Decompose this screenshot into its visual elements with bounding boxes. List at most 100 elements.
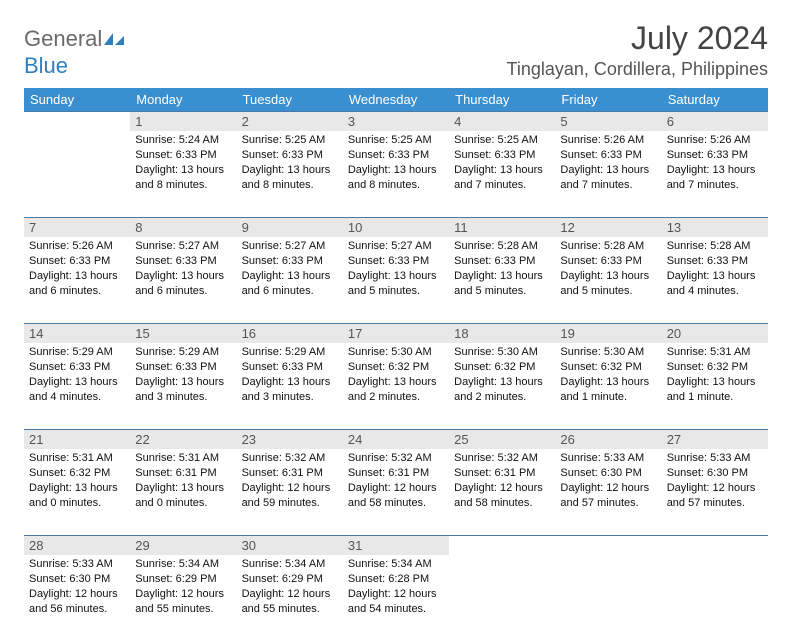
daylight-text: Daylight: 13 hours and 5 minutes.: [560, 269, 656, 299]
sunrise-text: Sunrise: 5:26 AM: [560, 133, 656, 148]
day-number: 17: [343, 323, 449, 343]
daylight-text: Daylight: 13 hours and 5 minutes.: [348, 269, 444, 299]
day-number: 24: [343, 429, 449, 449]
weekday-header: Friday: [555, 88, 661, 111]
day-cell: Sunrise: 5:30 AMSunset: 6:32 PMDaylight:…: [449, 343, 555, 409]
header: General Blue July 2024 Tinglayan, Cordil…: [24, 20, 768, 80]
day-cell: [449, 555, 555, 621]
day-cell: Sunrise: 5:29 AMSunset: 6:33 PMDaylight:…: [24, 343, 130, 409]
week-daynum-row: 28293031: [24, 535, 768, 555]
day-number: 2: [237, 111, 343, 131]
sunrise-text: Sunrise: 5:34 AM: [348, 557, 444, 572]
day-cell: Sunrise: 5:28 AMSunset: 6:33 PMDaylight:…: [449, 237, 555, 303]
day-number: 15: [130, 323, 236, 343]
day-number: 28: [24, 535, 130, 555]
sunset-text: Sunset: 6:33 PM: [667, 148, 763, 163]
sunset-text: Sunset: 6:32 PM: [560, 360, 656, 375]
day-cell: [555, 555, 661, 621]
daylight-text: Daylight: 13 hours and 7 minutes.: [560, 163, 656, 193]
title-block: July 2024 Tinglayan, Cordillera, Philipp…: [507, 20, 768, 80]
daylight-text: Daylight: 13 hours and 6 minutes.: [242, 269, 338, 299]
sunset-text: Sunset: 6:32 PM: [667, 360, 763, 375]
daylight-text: Daylight: 13 hours and 4 minutes.: [29, 375, 125, 405]
sunrise-text: Sunrise: 5:34 AM: [135, 557, 231, 572]
sunrise-text: Sunrise: 5:26 AM: [667, 133, 763, 148]
day-cell: Sunrise: 5:29 AMSunset: 6:33 PMDaylight:…: [130, 343, 236, 409]
sunset-text: Sunset: 6:32 PM: [454, 360, 550, 375]
sunset-text: Sunset: 6:33 PM: [454, 254, 550, 269]
daylight-text: Daylight: 13 hours and 3 minutes.: [135, 375, 231, 405]
sunrise-text: Sunrise: 5:29 AM: [135, 345, 231, 360]
day-number: [555, 535, 661, 555]
daylight-text: Daylight: 12 hours and 59 minutes.: [242, 481, 338, 511]
day-number: 1: [130, 111, 236, 131]
sunrise-text: Sunrise: 5:30 AM: [454, 345, 550, 360]
sunrise-text: Sunrise: 5:28 AM: [667, 239, 763, 254]
daylight-text: Daylight: 12 hours and 57 minutes.: [667, 481, 763, 511]
sunrise-text: Sunrise: 5:28 AM: [560, 239, 656, 254]
sunset-text: Sunset: 6:33 PM: [242, 254, 338, 269]
day-number: 5: [555, 111, 661, 131]
sunrise-text: Sunrise: 5:27 AM: [242, 239, 338, 254]
sunset-text: Sunset: 6:29 PM: [135, 572, 231, 587]
sunrise-text: Sunrise: 5:32 AM: [454, 451, 550, 466]
sunset-text: Sunset: 6:31 PM: [454, 466, 550, 481]
daylight-text: Daylight: 13 hours and 8 minutes.: [348, 163, 444, 193]
day-number: 21: [24, 429, 130, 449]
sunrise-text: Sunrise: 5:25 AM: [454, 133, 550, 148]
day-number: 16: [237, 323, 343, 343]
day-cell: [24, 131, 130, 197]
sunset-text: Sunset: 6:28 PM: [348, 572, 444, 587]
sunset-text: Sunset: 6:31 PM: [135, 466, 231, 481]
daylight-text: Daylight: 13 hours and 0 minutes.: [135, 481, 231, 511]
daylight-text: Daylight: 13 hours and 0 minutes.: [29, 481, 125, 511]
sunrise-text: Sunrise: 5:25 AM: [242, 133, 338, 148]
daylight-text: Daylight: 12 hours and 58 minutes.: [348, 481, 444, 511]
day-number: [449, 535, 555, 555]
week-body-row: Sunrise: 5:26 AMSunset: 6:33 PMDaylight:…: [24, 237, 768, 323]
day-cell: Sunrise: 5:32 AMSunset: 6:31 PMDaylight:…: [449, 449, 555, 515]
day-number: 6: [662, 111, 768, 131]
logo: General Blue: [24, 20, 126, 79]
day-cell: Sunrise: 5:34 AMSunset: 6:28 PMDaylight:…: [343, 555, 449, 621]
day-number: 22: [130, 429, 236, 449]
day-number: 31: [343, 535, 449, 555]
sunset-text: Sunset: 6:29 PM: [242, 572, 338, 587]
daylight-text: Daylight: 13 hours and 2 minutes.: [454, 375, 550, 405]
day-cell: Sunrise: 5:33 AMSunset: 6:30 PMDaylight:…: [24, 555, 130, 621]
weekday-header: Wednesday: [343, 88, 449, 111]
day-number: [24, 111, 130, 131]
day-number: [662, 535, 768, 555]
daylight-text: Daylight: 13 hours and 1 minute.: [667, 375, 763, 405]
daylight-text: Daylight: 13 hours and 1 minute.: [560, 375, 656, 405]
day-cell: Sunrise: 5:34 AMSunset: 6:29 PMDaylight:…: [130, 555, 236, 621]
sunset-text: Sunset: 6:33 PM: [348, 254, 444, 269]
day-number: 26: [555, 429, 661, 449]
day-cell: Sunrise: 5:31 AMSunset: 6:32 PMDaylight:…: [662, 343, 768, 409]
day-number: 29: [130, 535, 236, 555]
day-cell: Sunrise: 5:33 AMSunset: 6:30 PMDaylight:…: [662, 449, 768, 515]
page-title: July 2024: [507, 20, 768, 57]
week-daynum-row: 78910111213: [24, 217, 768, 237]
week-body-row: Sunrise: 5:24 AMSunset: 6:33 PMDaylight:…: [24, 131, 768, 217]
sunset-text: Sunset: 6:33 PM: [560, 148, 656, 163]
day-cell: Sunrise: 5:28 AMSunset: 6:33 PMDaylight:…: [555, 237, 661, 303]
sunrise-text: Sunrise: 5:28 AM: [454, 239, 550, 254]
daylight-text: Daylight: 13 hours and 7 minutes.: [454, 163, 550, 193]
day-cell: Sunrise: 5:32 AMSunset: 6:31 PMDaylight:…: [237, 449, 343, 515]
sunset-text: Sunset: 6:33 PM: [560, 254, 656, 269]
daylight-text: Daylight: 12 hours and 57 minutes.: [560, 481, 656, 511]
week-body-row: Sunrise: 5:31 AMSunset: 6:32 PMDaylight:…: [24, 449, 768, 535]
day-number: 25: [449, 429, 555, 449]
logo-text-1: General: [24, 26, 102, 51]
sunrise-text: Sunrise: 5:33 AM: [29, 557, 125, 572]
weekday-header: Tuesday: [237, 88, 343, 111]
sunrise-text: Sunrise: 5:30 AM: [560, 345, 656, 360]
daylight-text: Daylight: 12 hours and 58 minutes.: [454, 481, 550, 511]
day-cell: Sunrise: 5:26 AMSunset: 6:33 PMDaylight:…: [662, 131, 768, 197]
sunset-text: Sunset: 6:30 PM: [667, 466, 763, 481]
week-body-row: Sunrise: 5:33 AMSunset: 6:30 PMDaylight:…: [24, 555, 768, 641]
sunrise-text: Sunrise: 5:26 AM: [29, 239, 125, 254]
day-cell: Sunrise: 5:29 AMSunset: 6:33 PMDaylight:…: [237, 343, 343, 409]
day-number: 7: [24, 217, 130, 237]
